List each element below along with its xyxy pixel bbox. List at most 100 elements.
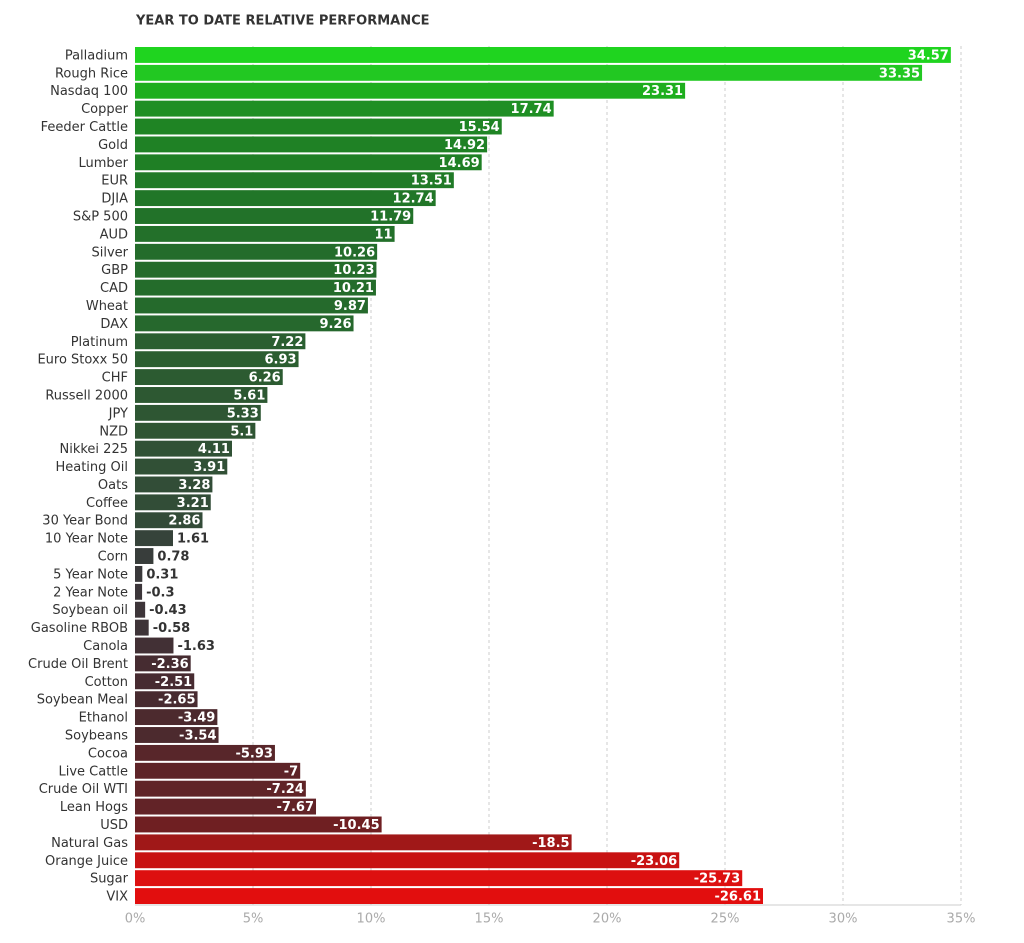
- category-label: Gold: [98, 138, 128, 153]
- x-tick-label: 25%: [711, 912, 740, 927]
- value-label: 6.26: [249, 371, 281, 386]
- category-label: Copper: [81, 102, 129, 117]
- bar: [135, 422, 256, 439]
- category-label: Live Cattle: [58, 764, 128, 779]
- category-label: 5 Year Note: [53, 567, 128, 582]
- bar: [135, 673, 195, 690]
- value-label: 17.74: [511, 102, 552, 117]
- category-label: VIX: [106, 890, 128, 905]
- bar: [135, 208, 414, 224]
- value-label: -23.06: [631, 854, 678, 869]
- bar: [135, 476, 213, 493]
- bar: [135, 225, 395, 242]
- category-label: Lumber: [78, 156, 128, 171]
- category-label: Ethanol: [79, 711, 128, 726]
- bar: [135, 261, 377, 278]
- value-label: -1.63: [177, 639, 214, 654]
- chart-title: YEAR TO DATE RELATIVE PERFORMANCE: [135, 14, 430, 29]
- category-label: Orange Juice: [45, 854, 128, 869]
- category-label: Palladium: [65, 48, 128, 63]
- category-label: 10 Year Note: [45, 532, 128, 547]
- value-label: 33.35: [879, 66, 920, 81]
- value-label: -25.73: [694, 872, 741, 887]
- category-label: Gasoline RBOB: [31, 621, 128, 636]
- value-label: 14.92: [444, 138, 485, 153]
- value-label: 2.86: [168, 514, 200, 529]
- value-label: -3.49: [178, 711, 215, 726]
- bar: [135, 798, 317, 815]
- bar: [135, 118, 502, 135]
- value-label: 23.31: [642, 84, 683, 99]
- value-label: 11: [375, 227, 393, 242]
- value-label: 4.11: [198, 442, 230, 457]
- bar: [135, 637, 174, 654]
- category-label: Cocoa: [88, 746, 128, 761]
- category-label: Canola: [83, 639, 128, 654]
- value-label: -7.24: [266, 782, 303, 797]
- category-label: Feeder Cattle: [41, 120, 128, 135]
- bar: [135, 601, 146, 618]
- bar: [135, 691, 198, 708]
- value-label: 5.61: [233, 388, 265, 403]
- category-label: Heating Oil: [55, 460, 128, 475]
- value-label: -7: [284, 764, 298, 779]
- category-label: JPY: [108, 406, 128, 421]
- value-label: 13.51: [411, 174, 452, 189]
- category-label: Crude Oil WTI: [39, 782, 128, 797]
- bar: [135, 136, 488, 153]
- value-label: 12.74: [393, 192, 434, 207]
- category-label: EUR: [101, 174, 128, 189]
- bar: [135, 852, 680, 869]
- value-label: -10.45: [333, 818, 380, 833]
- bar: [135, 404, 261, 421]
- category-label: DAX: [100, 317, 128, 332]
- category-label: 30 Year Bond: [42, 514, 128, 529]
- category-label: Corn: [98, 550, 128, 565]
- bar: [135, 530, 173, 547]
- category-label: Nikkei 225: [60, 442, 129, 457]
- category-label: USD: [100, 818, 128, 833]
- bar: [135, 655, 191, 672]
- bar: [135, 709, 218, 726]
- bar: [135, 816, 382, 833]
- value-label: -2.36: [151, 657, 188, 672]
- value-label: 3.28: [178, 478, 210, 493]
- category-label: Silver: [91, 245, 128, 260]
- bar: [135, 64, 923, 81]
- category-label: Soybean Meal: [37, 693, 128, 708]
- value-label: -5.93: [235, 746, 272, 761]
- value-label: 10.21: [333, 281, 374, 296]
- x-tick-label: 10%: [357, 912, 386, 927]
- value-label: -0.58: [153, 621, 190, 636]
- category-label: CHF: [102, 371, 128, 386]
- category-label: Oats: [98, 478, 128, 493]
- value-label: 7.22: [271, 335, 303, 350]
- category-label: S&P 500: [73, 210, 128, 225]
- value-label: 14.69: [439, 156, 480, 171]
- category-label: Sugar: [90, 872, 129, 887]
- category-label: Platinum: [71, 335, 128, 350]
- category-label: Wheat: [86, 299, 128, 314]
- category-label: GBP: [101, 263, 128, 278]
- bar: [135, 387, 268, 403]
- value-label: -0.3: [146, 585, 174, 600]
- bar: [135, 315, 354, 332]
- category-label: Russell 2000: [45, 388, 128, 403]
- value-label: 9.87: [334, 299, 366, 314]
- x-tick-label: 20%: [593, 912, 622, 927]
- bar: [135, 888, 763, 904]
- category-label: AUD: [100, 227, 128, 242]
- category-label: Cotton: [85, 675, 128, 690]
- value-label: -3.54: [179, 728, 216, 743]
- category-label: DJIA: [101, 192, 128, 207]
- value-label: 0.78: [157, 550, 189, 565]
- value-label: -2.51: [155, 675, 192, 690]
- value-label: 5.33: [227, 406, 259, 421]
- value-label: 15.54: [459, 120, 500, 135]
- bar: [135, 870, 743, 887]
- bar: [135, 494, 211, 511]
- bar: [135, 369, 283, 386]
- value-label: -26.61: [714, 890, 761, 905]
- x-tick-label: 5%: [243, 912, 264, 927]
